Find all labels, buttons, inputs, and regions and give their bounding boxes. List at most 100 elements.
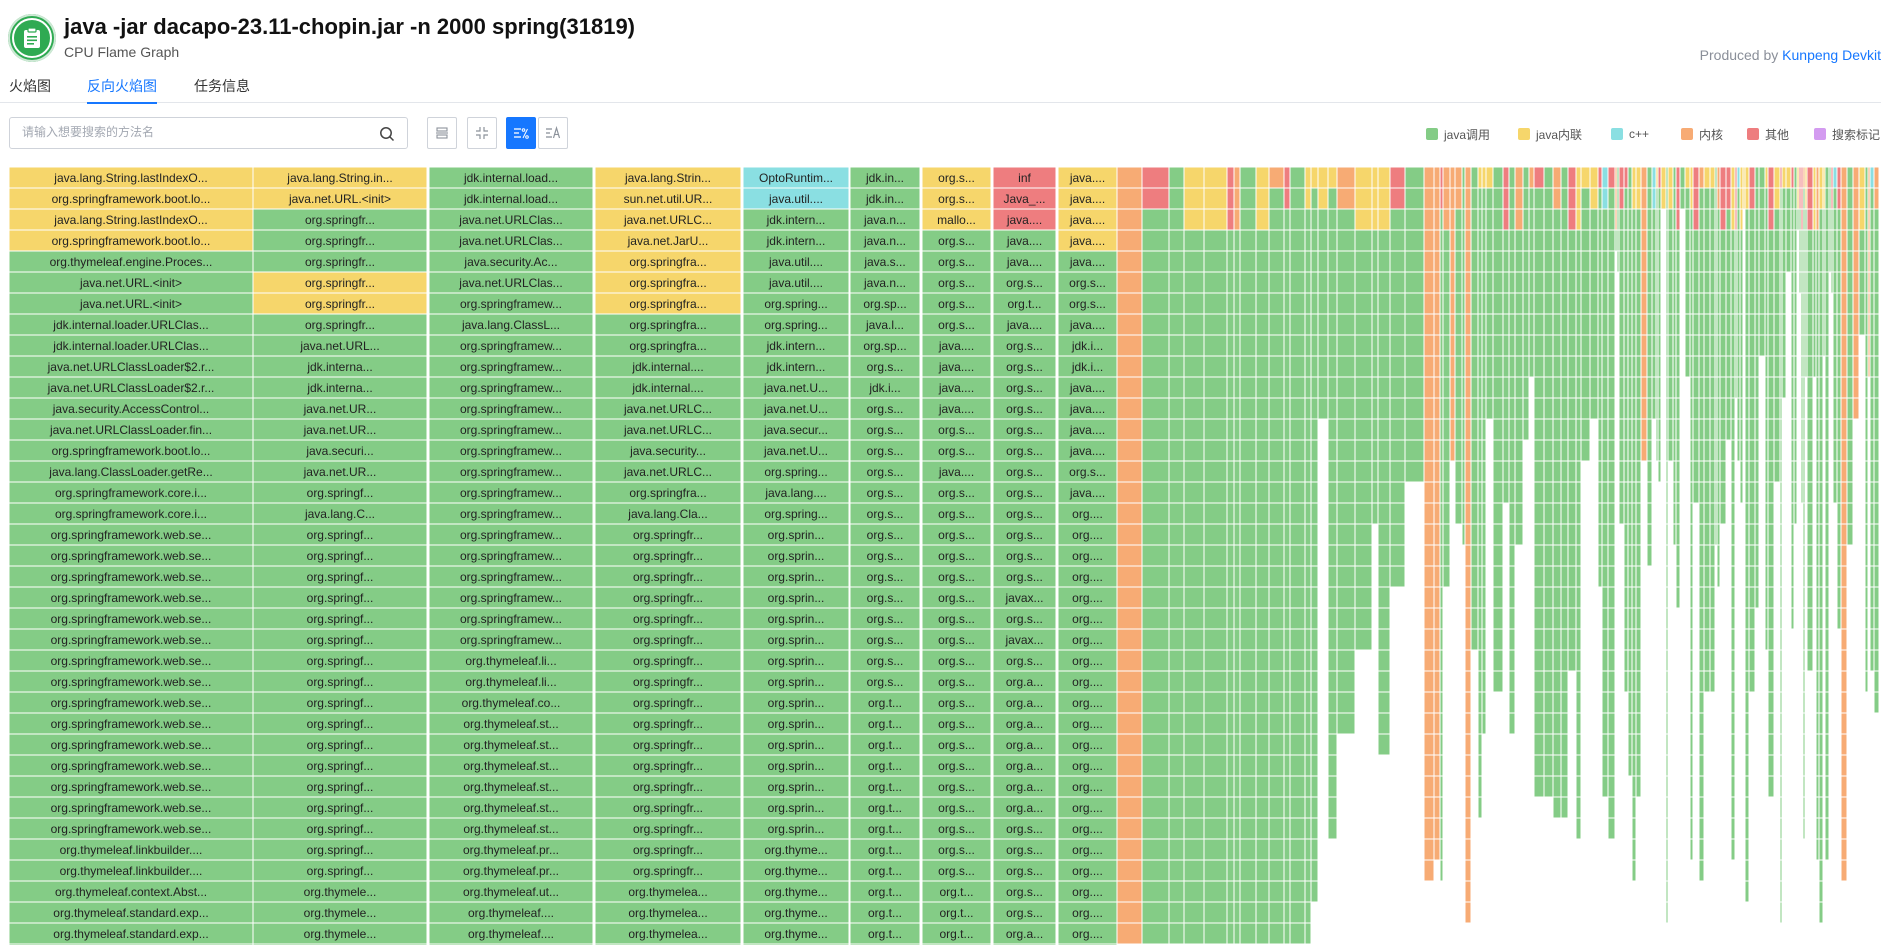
flame-frame-small[interactable] <box>1377 733 1391 756</box>
flame-frame-small[interactable] <box>1607 418 1616 441</box>
flame-frame-small[interactable] <box>1389 481 1406 504</box>
flame-frame-small[interactable] <box>1226 712 1235 735</box>
flame-frame-small[interactable] <box>1623 565 1629 588</box>
flame-frame-small[interactable] <box>1767 439 1775 462</box>
flame-frame-small[interactable] <box>1283 607 1291 630</box>
flame-frame-small[interactable] <box>1389 544 1406 567</box>
flame-frame-small[interactable] <box>1858 292 1866 315</box>
flame-frame[interactable] <box>9 817 254 840</box>
flame-frame-small[interactable] <box>1852 271 1860 294</box>
flame-frame-small[interactable] <box>1640 376 1648 399</box>
flame-frame-small[interactable] <box>1317 229 1329 252</box>
flame-frame-small[interactable] <box>1575 229 1582 252</box>
flame-frame[interactable] <box>428 880 594 903</box>
flame-frame[interactable] <box>1057 544 1118 567</box>
flame-frame-small[interactable] <box>1846 208 1854 231</box>
flame-frame[interactable] <box>252 271 428 294</box>
flame-frame-small[interactable] <box>1168 754 1185 777</box>
flame-frame-small[interactable] <box>1327 208 1338 231</box>
flame-frame[interactable] <box>742 880 850 903</box>
flame-frame-small[interactable] <box>1627 628 1633 651</box>
flame-frame-small[interactable] <box>1377 460 1391 483</box>
flame-frame-small[interactable] <box>1464 733 1472 756</box>
flame-frame[interactable] <box>594 418 742 441</box>
flame-frame-small[interactable] <box>1439 649 1444 672</box>
flame-frame-small[interactable] <box>1846 481 1854 504</box>
flame-frame-small[interactable] <box>1168 775 1185 798</box>
flame-frame[interactable] <box>849 943 921 945</box>
flame-frame-small[interactable] <box>1552 481 1562 504</box>
flame-frame-small[interactable] <box>1336 628 1356 651</box>
flame-frame-small[interactable] <box>1336 208 1356 231</box>
flame-frame-small[interactable] <box>1477 313 1483 336</box>
flame-frame[interactable] <box>742 271 850 294</box>
flame-frame-small[interactable] <box>1502 418 1510 441</box>
flame-frame-small[interactable] <box>1268 691 1285 714</box>
flame-frame-small[interactable] <box>1304 733 1312 756</box>
flame-frame-small[interactable] <box>1667 187 1674 210</box>
flame-frame-small[interactable] <box>1824 292 1830 315</box>
flame-frame-small[interactable] <box>1310 481 1319 504</box>
flame-frame-small[interactable] <box>1502 208 1510 231</box>
flame-frame-small[interactable] <box>1607 313 1616 336</box>
flame-frame-small[interactable] <box>1631 649 1637 672</box>
flame-frame-small[interactable] <box>1754 502 1760 525</box>
flame-frame-small[interactable] <box>1492 167 1504 189</box>
flame-frame[interactable] <box>9 271 254 294</box>
flame-frame-small[interactable] <box>1840 334 1848 357</box>
flame-frame-small[interactable] <box>1709 481 1716 504</box>
flame-frame-small[interactable] <box>1640 292 1648 315</box>
flame-frame-small[interactable] <box>1631 208 1637 231</box>
flame-frame[interactable] <box>992 586 1057 609</box>
flame-frame-small[interactable] <box>1283 880 1291 903</box>
flame-frame-small[interactable] <box>1449 418 1456 441</box>
kunpeng-devkit-link[interactable]: Kunpeng Devkit <box>1782 47 1881 63</box>
flame-frame-small[interactable] <box>1818 313 1824 336</box>
flame-frame-small[interactable] <box>1433 292 1441 315</box>
flame-frame-small[interactable] <box>1640 167 1648 189</box>
flame-frame[interactable] <box>594 649 742 672</box>
flame-frame-small[interactable] <box>1255 250 1270 273</box>
flame-frame-small[interactable] <box>1481 439 1487 462</box>
flame-frame[interactable] <box>921 691 992 714</box>
flame-frame-small[interactable] <box>1767 691 1775 714</box>
flame-frame-small[interactable] <box>1703 250 1711 273</box>
flame-frame-small[interactable] <box>1226 481 1235 504</box>
flame-frame-small[interactable] <box>1439 628 1444 651</box>
flame-frame-small[interactable] <box>1635 250 1642 273</box>
flame-frame-small[interactable] <box>1635 670 1642 693</box>
flame-frame-small[interactable] <box>1716 544 1721 567</box>
flame-frame-small[interactable] <box>1719 167 1727 189</box>
flame-frame-small[interactable] <box>1869 292 1875 315</box>
flame-frame-small[interactable] <box>1508 208 1516 231</box>
flame-frame[interactable] <box>849 859 921 882</box>
flame-frame-small[interactable] <box>1310 565 1319 588</box>
flame-frame-small[interactable] <box>1607 271 1616 294</box>
flame-frame[interactable] <box>252 376 428 399</box>
flame-frame[interactable] <box>742 901 850 924</box>
flame-frame-small[interactable] <box>1141 292 1170 315</box>
flame-frame-small[interactable] <box>1289 859 1306 882</box>
flame-frame-small[interactable] <box>1283 859 1291 882</box>
flame-frame-small[interactable] <box>1754 313 1760 336</box>
flame-frame-small[interactable] <box>1485 187 1494 210</box>
flame-frame-small[interactable] <box>1423 817 1435 840</box>
flame-frame-small[interactable] <box>1631 271 1637 294</box>
flame-frame-small[interactable] <box>1283 922 1291 945</box>
flame-frame-small[interactable] <box>1739 397 1744 420</box>
flame-frame[interactable] <box>594 292 742 315</box>
flame-frame-small[interactable] <box>1327 733 1338 756</box>
flame-frame-small[interactable] <box>1601 502 1609 525</box>
flame-frame-small[interactable] <box>1640 229 1648 252</box>
flame-frame-small[interactable] <box>1477 544 1483 567</box>
flame-frame-small[interactable] <box>1454 208 1463 231</box>
flame-frame-small[interactable] <box>1423 796 1435 819</box>
flame-frame-small[interactable] <box>1439 586 1444 609</box>
flame-frame-small[interactable] <box>1869 313 1875 336</box>
flame-frame-small[interactable] <box>1675 229 1681 252</box>
flame-frame-small[interactable] <box>1567 565 1577 588</box>
flame-frame-small[interactable] <box>1646 250 1653 273</box>
flame-frame-small[interactable] <box>1528 355 1535 378</box>
flame-frame-small[interactable] <box>1423 523 1435 546</box>
flame-frame-small[interactable] <box>1744 775 1750 798</box>
